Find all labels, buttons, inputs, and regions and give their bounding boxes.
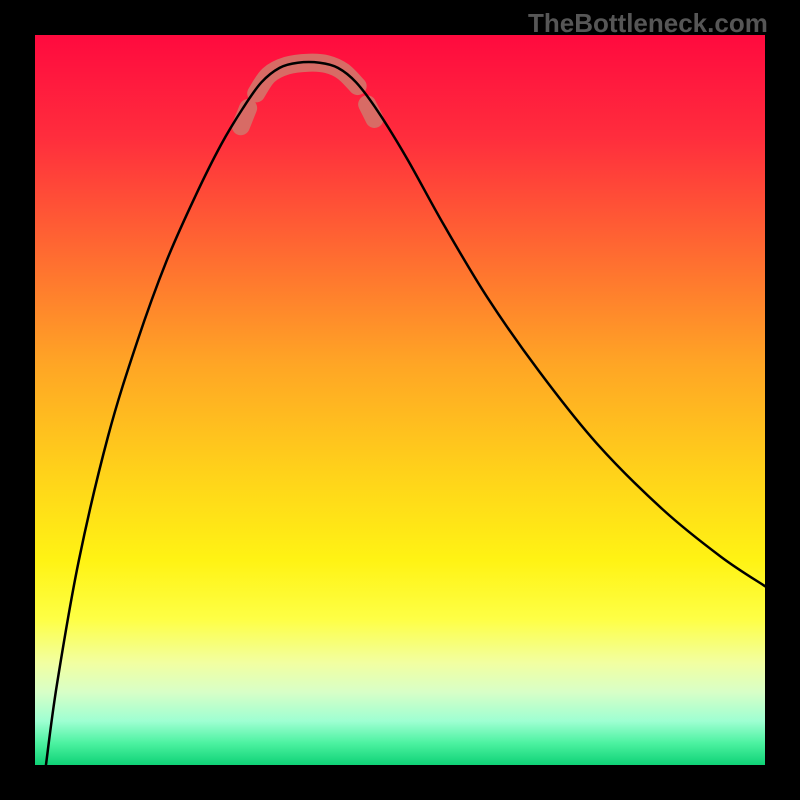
plot-area (35, 35, 765, 765)
watermark-text: TheBottleneck.com (528, 8, 768, 39)
chart-svg (0, 0, 800, 800)
chart-root: TheBottleneck.com (0, 0, 800, 800)
